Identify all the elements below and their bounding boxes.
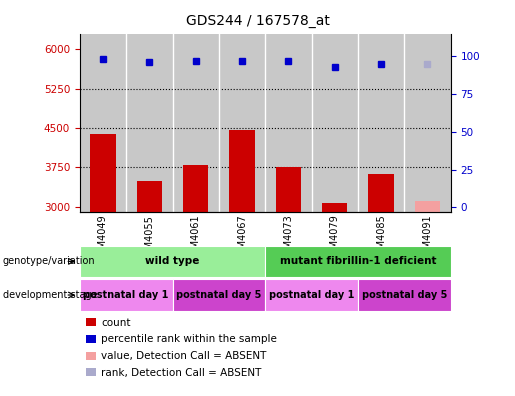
Text: postnatal day 1: postnatal day 1 [269, 290, 354, 300]
Bar [312, 34, 358, 212]
Bar [368, 174, 394, 212]
Text: postnatal day 5: postnatal day 5 [362, 290, 447, 300]
Text: percentile rank within the sample: percentile rank within the sample [101, 334, 278, 345]
Bar [358, 279, 451, 311]
Bar [229, 130, 255, 212]
Bar [265, 279, 358, 311]
Text: mutant fibrillin-1 deficient: mutant fibrillin-1 deficient [280, 256, 436, 267]
Text: genotype/variation: genotype/variation [3, 256, 95, 267]
Text: wild type: wild type [145, 256, 200, 267]
Bar [80, 34, 126, 212]
Bar [415, 202, 440, 212]
Bar [322, 204, 348, 212]
Bar [173, 34, 219, 212]
Text: rank, Detection Call = ABSENT: rank, Detection Call = ABSENT [101, 367, 262, 378]
Text: GDS244 / 167578_at: GDS244 / 167578_at [185, 14, 330, 28]
Bar [90, 134, 116, 212]
Bar [265, 246, 451, 277]
Bar [80, 246, 265, 277]
Bar [219, 34, 265, 212]
Bar [358, 34, 404, 212]
Text: postnatal day 1: postnatal day 1 [83, 290, 169, 300]
Bar [80, 279, 173, 311]
Text: postnatal day 5: postnatal day 5 [176, 290, 262, 300]
Bar [136, 181, 162, 212]
Bar [173, 279, 265, 311]
Bar [183, 165, 209, 212]
Bar [276, 167, 301, 212]
Bar [404, 34, 451, 212]
Bar [265, 34, 312, 212]
Text: value, Detection Call = ABSENT: value, Detection Call = ABSENT [101, 351, 267, 361]
Text: development stage: development stage [3, 290, 97, 300]
Bar [126, 34, 173, 212]
Text: count: count [101, 318, 131, 328]
